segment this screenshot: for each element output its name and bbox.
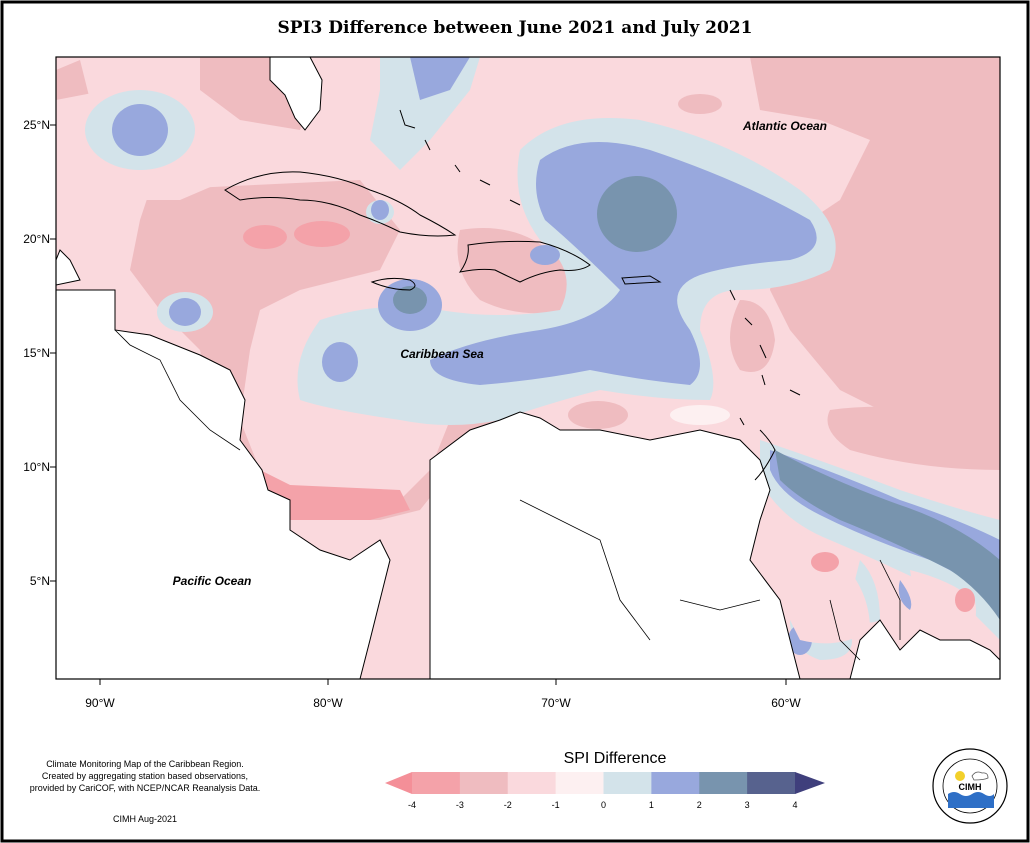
caribbean-sea-label: Caribbean Sea bbox=[400, 347, 484, 361]
legend-cell bbox=[603, 772, 652, 794]
legend-cell bbox=[699, 772, 748, 794]
legend-tick-label: 4 bbox=[792, 800, 798, 810]
legend-under-triangle bbox=[385, 772, 412, 794]
map-title: SPI3 Difference between June 2021 and Ju… bbox=[277, 18, 753, 38]
lat-label-25n: 25°N bbox=[23, 118, 50, 132]
lon-label-80w: 80°W bbox=[313, 696, 343, 710]
credits-line-3: provided by CariCOF, with NCEP/NCAR Rean… bbox=[29, 783, 261, 793]
wet-anomaly-strong bbox=[393, 176, 1000, 620]
country-boundaries bbox=[114, 329, 901, 661]
sun-icon bbox=[955, 771, 965, 781]
cimh-logo: CIMH bbox=[932, 748, 1008, 824]
legend-tick-label: 2 bbox=[696, 800, 702, 810]
pacific-ocean-label: Pacific Ocean bbox=[173, 574, 252, 588]
legend-cell bbox=[507, 772, 557, 794]
lon-label-60w: 60°W bbox=[771, 696, 801, 710]
atlantic-ocean-label: Atlantic Ocean bbox=[742, 119, 827, 133]
legend-title: SPI Difference bbox=[563, 750, 667, 767]
lat-label-10n: 10°N bbox=[23, 460, 50, 474]
lon-label-90w: 90°W bbox=[85, 696, 115, 710]
island-outlines bbox=[224, 109, 801, 481]
map-border bbox=[55, 56, 1001, 680]
credits-line-2: Created by aggregating station based obs… bbox=[41, 771, 249, 781]
positive-anomaly-atlantic bbox=[56, 57, 1000, 470]
cloud-icon bbox=[971, 771, 989, 781]
legend-cell bbox=[459, 772, 509, 794]
legend-tick-label: 0 bbox=[600, 800, 606, 810]
credits-line-1: Climate Monitoring Map of the Caribbean … bbox=[46, 759, 244, 769]
map-panel: Atlantic Ocean Caribbean Sea Pacific Oce… bbox=[56, 57, 1000, 679]
legend-tick-label: -4 bbox=[407, 800, 416, 810]
lat-label-15n: 15°N bbox=[23, 346, 50, 360]
axis-ticks bbox=[50, 124, 787, 685]
south-america-field bbox=[568, 401, 976, 644]
legend-tick-label: -3 bbox=[455, 800, 464, 810]
legend-tick-label: 3 bbox=[744, 800, 750, 810]
legend-colorbar bbox=[385, 772, 825, 794]
credits-block: Climate Monitoring Map of the Caribbean … bbox=[20, 758, 270, 794]
legend-over-triangle bbox=[795, 772, 825, 794]
credits-date: CIMH Aug-2021 bbox=[112, 814, 178, 824]
lat-label-5n: 5°N bbox=[29, 574, 50, 588]
legend-cell bbox=[747, 772, 796, 794]
legend-cell bbox=[412, 772, 461, 794]
legend-cell bbox=[555, 772, 604, 794]
land-mask bbox=[56, 57, 1000, 679]
legend-tick-label: -2 bbox=[503, 800, 512, 810]
lat-label-20n: 20°N bbox=[23, 232, 50, 246]
legend-tick-label: 1 bbox=[648, 800, 654, 810]
legend-tick-label: -1 bbox=[551, 800, 560, 810]
wave-icon bbox=[948, 792, 994, 808]
logo-text: CIMH bbox=[959, 782, 982, 792]
lon-label-70w: 70°W bbox=[541, 696, 571, 710]
legend-cell bbox=[651, 772, 700, 794]
